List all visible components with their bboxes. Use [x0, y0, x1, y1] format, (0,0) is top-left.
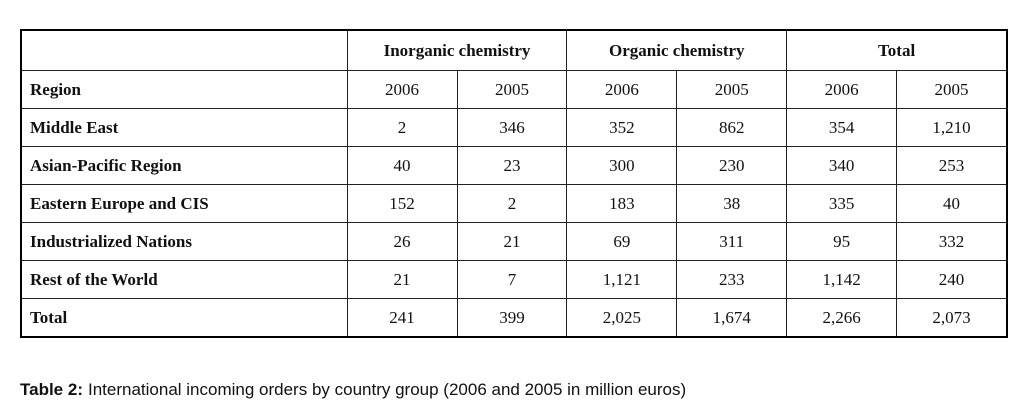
value-cell: 300	[566, 146, 678, 185]
group-header: Total	[786, 29, 1008, 71]
value-cell: 352	[566, 108, 678, 147]
row-label: Rest of the World	[20, 260, 348, 299]
value-cell: 2,266	[786, 298, 898, 338]
year-header: 2006	[346, 70, 458, 109]
year-header: 2005	[896, 70, 1008, 109]
value-cell: 340	[786, 146, 898, 185]
value-cell: 2	[456, 184, 568, 223]
value-cell: 241	[346, 298, 458, 338]
value-cell: 2	[346, 108, 458, 147]
value-cell: 40	[346, 146, 458, 185]
value-cell: 7	[456, 260, 568, 299]
table-row: Middle East 2 346 352 862 354 1,210	[20, 108, 1008, 147]
data-table: Inorganic chemistry Organic chemistry Tota…	[20, 29, 1008, 338]
row-label: Total	[20, 298, 348, 338]
value-cell: 2,025	[566, 298, 678, 338]
value-cell: 183	[566, 184, 678, 223]
value-cell: 21	[346, 260, 458, 299]
table-row: Asian-Pacific Region 40 23 300 230 340 253	[20, 146, 1008, 185]
value-cell: 399	[456, 298, 568, 338]
year-header: 2006	[566, 70, 678, 109]
row-label: Asian-Pacific Region	[20, 146, 348, 185]
value-cell: 332	[896, 222, 1008, 261]
value-cell: 95	[786, 222, 898, 261]
value-cell: 354	[786, 108, 898, 147]
value-cell: 152	[346, 184, 458, 223]
value-cell: 233	[676, 260, 788, 299]
group-header: Inorganic chemistry	[346, 29, 568, 71]
table-row: Total 241 399 2,025 1,674 2,266 2,073	[20, 298, 1008, 338]
value-cell: 38	[676, 184, 788, 223]
group-header-row: Inorganic chemistry Organic chemistry Tota…	[20, 29, 1008, 71]
value-cell: 862	[676, 108, 788, 147]
year-header: 2005	[456, 70, 568, 109]
value-cell: 253	[896, 146, 1008, 185]
table-row: Eastern Europe and CIS 152 2 183 38 335 40	[20, 184, 1008, 223]
caption: Table 2: International incoming orders by…	[20, 380, 686, 400]
year-header: 2006	[786, 70, 898, 109]
value-cell: 23	[456, 146, 568, 185]
value-cell: 2,073	[896, 298, 1008, 338]
row-label: Eastern Europe and CIS	[20, 184, 348, 223]
value-cell: 230	[676, 146, 788, 185]
year-header: 2005	[676, 70, 788, 109]
value-cell: 21	[456, 222, 568, 261]
value-cell: 1,142	[786, 260, 898, 299]
caption-label: Table 2:	[20, 380, 83, 399]
value-cell: 335	[786, 184, 898, 223]
value-cell: 40	[896, 184, 1008, 223]
region-header: Region	[20, 70, 348, 109]
table-row: Rest of the World 21 7 1,121 233 1,142 240	[20, 260, 1008, 299]
group-header: Organic chemistry	[566, 29, 788, 71]
value-cell: 240	[896, 260, 1008, 299]
table-row: Industrialized Nations 26 21 69 311 95 332	[20, 222, 1008, 261]
header-row: Region 2006 2005 2006 2005 2006 2005	[20, 70, 1008, 109]
value-cell: 1,121	[566, 260, 678, 299]
caption-text: International incoming orders by country…	[87, 380, 687, 399]
value-cell: 26	[346, 222, 458, 261]
row-label: Middle East	[20, 108, 348, 147]
value-cell: 311	[676, 222, 788, 261]
empty-cell	[20, 29, 348, 71]
value-cell: 1,210	[896, 108, 1008, 147]
value-cell: 1,674	[676, 298, 788, 338]
row-label: Industrialized Nations	[20, 222, 348, 261]
value-cell: 346	[456, 108, 568, 147]
value-cell: 69	[566, 222, 678, 261]
